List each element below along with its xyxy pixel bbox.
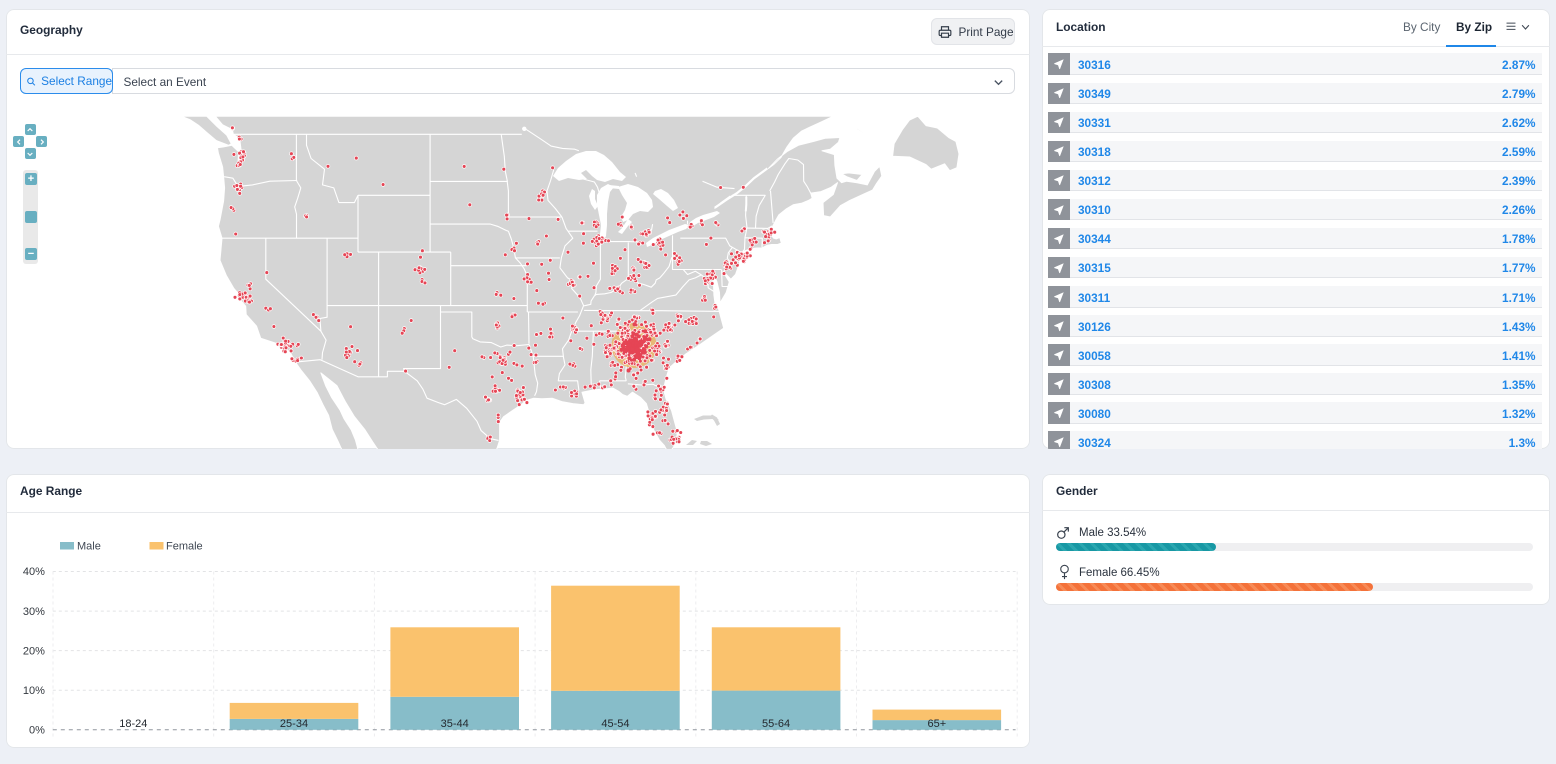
svg-text:35-44: 35-44 [441, 718, 469, 730]
svg-text:55-64: 55-64 [762, 718, 790, 730]
svg-text:Female: Female [166, 541, 203, 553]
svg-text:65+: 65+ [927, 718, 946, 730]
svg-text:25-34: 25-34 [280, 718, 308, 730]
svg-text:30%: 30% [23, 606, 45, 618]
svg-text:Male: Male [77, 541, 101, 553]
svg-text:45-54: 45-54 [601, 718, 629, 730]
svg-text:20%: 20% [23, 645, 45, 657]
svg-text:18-24: 18-24 [119, 718, 147, 730]
svg-text:40%: 40% [23, 566, 45, 578]
svg-text:0%: 0% [29, 725, 45, 737]
svg-text:10%: 10% [23, 685, 45, 697]
